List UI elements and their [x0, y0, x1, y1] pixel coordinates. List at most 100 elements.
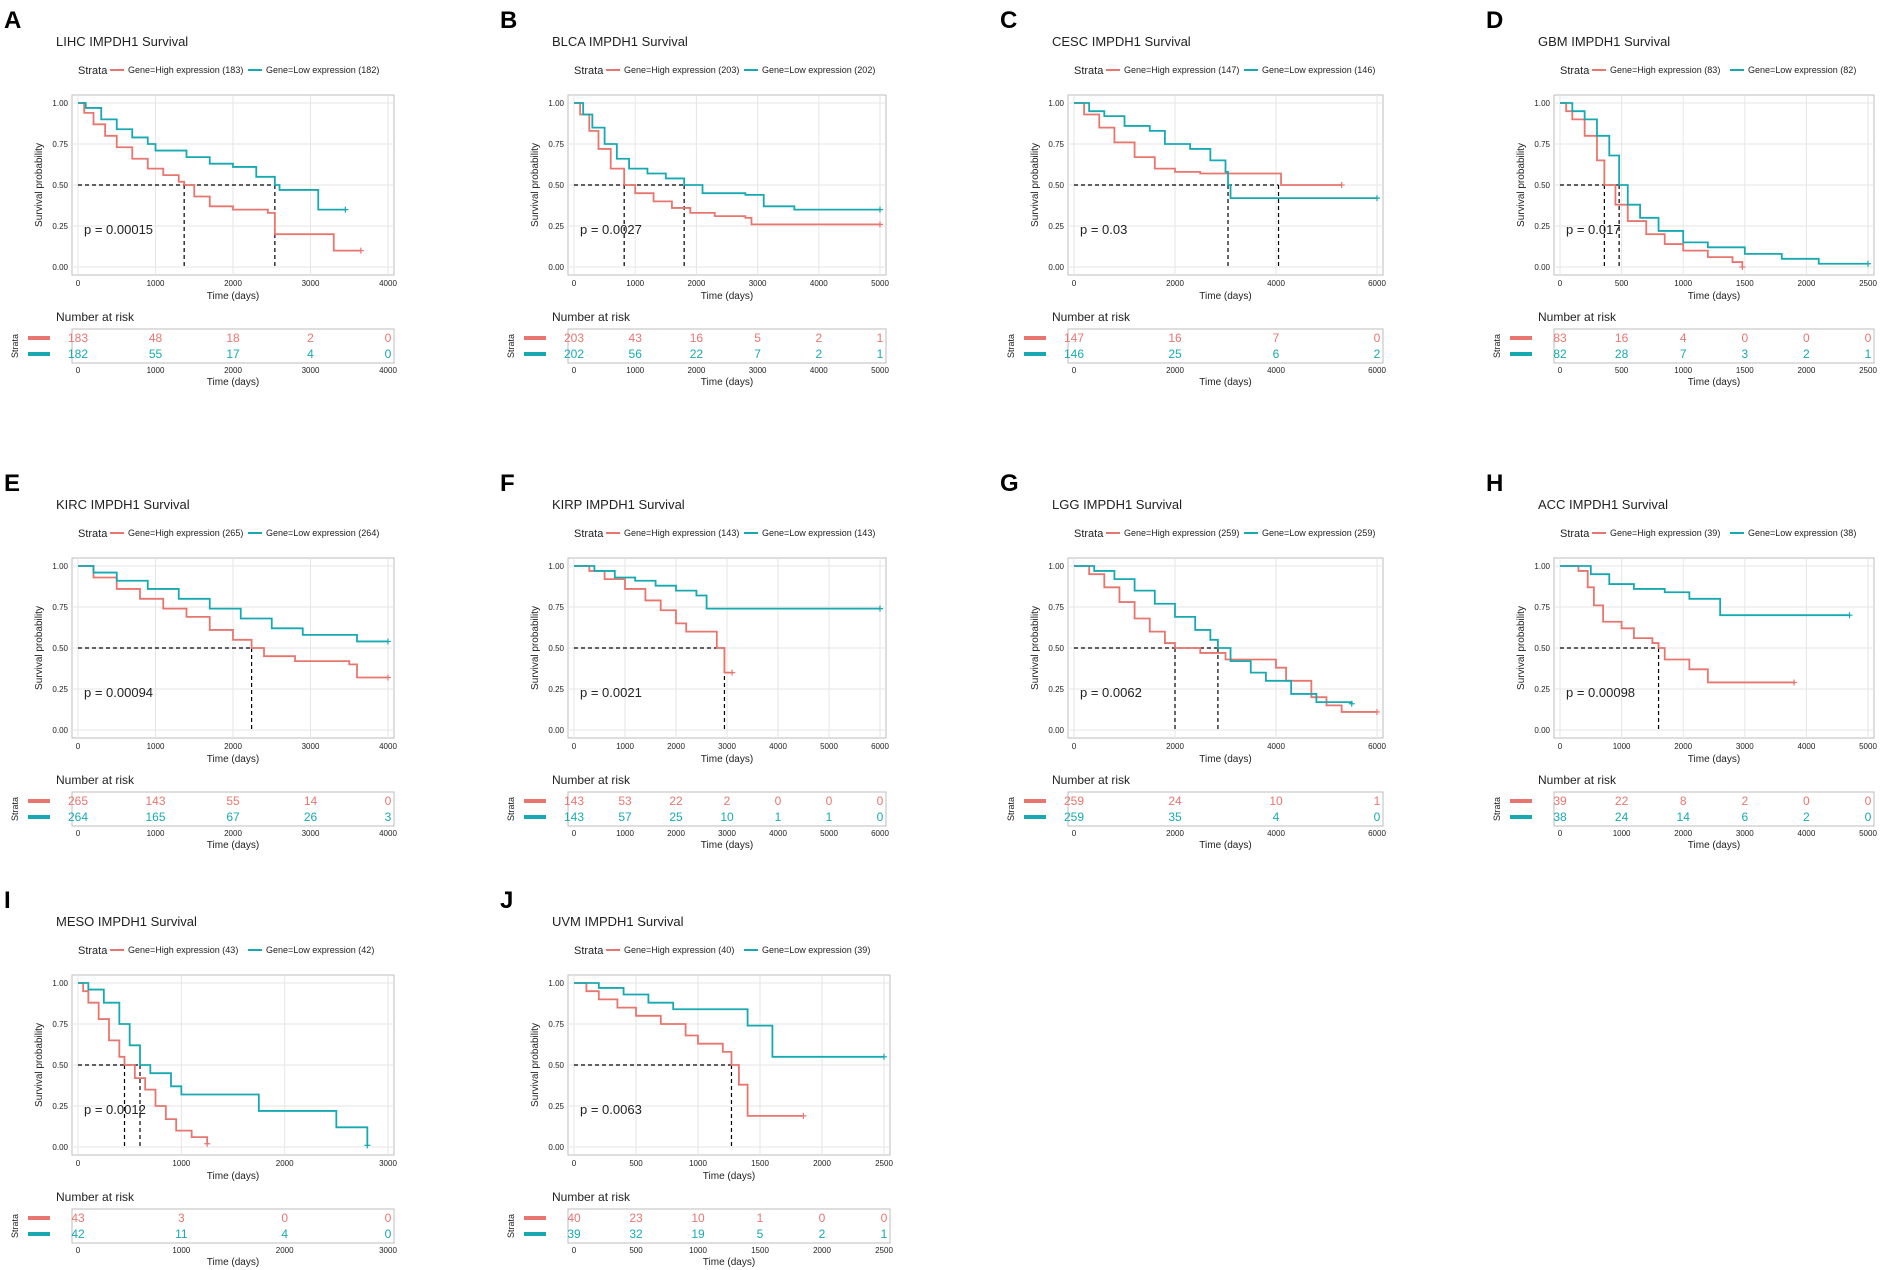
risk-low-value: 32	[629, 1227, 643, 1241]
risk-y-label: Strata	[1492, 334, 1502, 358]
risk-y-label: Strata	[506, 797, 516, 821]
panel-H: H ACC IMPDH1 Survival Strata Gene=High expr…	[1486, 470, 1877, 851]
panel-B: B BLCA IMPDH1 Survival Strata Gene=High exp…	[500, 7, 889, 388]
panel-letter: H	[1486, 470, 1503, 497]
panel-letter: B	[500, 7, 517, 34]
risk-x-tick-label: 6000	[1368, 366, 1386, 375]
risk-x-tick-label: 1000	[172, 1246, 190, 1255]
y-tick-label: 0.50	[1534, 181, 1550, 190]
risk-low-value: 3	[1741, 347, 1748, 361]
x-tick-label: 2000	[813, 1159, 831, 1168]
risk-x-tick-label: 0	[1072, 829, 1077, 838]
p-value: p = 0.0027	[580, 222, 642, 237]
x-tick-label: 4000	[769, 742, 787, 751]
risk-low-value: 10	[720, 810, 734, 824]
y-tick-label: 1.00	[1534, 562, 1550, 571]
y-tick-label: 0.75	[52, 1020, 68, 1029]
risk-high-value: 3	[178, 1211, 185, 1225]
x-tick-label: 4000	[1798, 742, 1816, 751]
risk-x-axis-label: Time (days)	[1688, 377, 1740, 388]
km-curve-high	[1074, 565, 1377, 713]
risk-table-area	[1553, 328, 1875, 364]
x-tick-label: 6000	[871, 742, 889, 751]
risk-title: Number at risk	[552, 1190, 631, 1204]
risk-high-value: 1	[877, 331, 884, 345]
y-tick-label: 1.00	[52, 979, 68, 988]
legend-title: Strata	[1074, 528, 1104, 540]
y-tick-label: 0.25	[52, 222, 68, 231]
legend-title: Strata	[574, 65, 604, 77]
risk-x-tick-label: 2000	[1798, 366, 1816, 375]
p-value: p = 0.0062	[1080, 685, 1142, 700]
panel-title: MESO IMPDH1 Survival	[56, 914, 197, 929]
x-tick-label: 500	[1615, 279, 1629, 288]
risk-y-label: Strata	[10, 334, 20, 358]
risk-x-tick-label: 2000	[1674, 829, 1692, 838]
risk-low-value: 26	[304, 810, 318, 824]
risk-x-axis-label: Time (days)	[207, 1257, 259, 1268]
risk-table-area	[71, 1208, 395, 1244]
km-curve-low	[574, 102, 880, 211]
panel-J: J UVM IMPDH1 Survival Strata Gene=High expr…	[500, 887, 893, 1268]
risk-x-tick-label: 2500	[875, 1246, 893, 1255]
risk-x-tick-label: 500	[1615, 366, 1629, 375]
risk-x-axis-label: Time (days)	[1199, 377, 1251, 388]
panel-letter: J	[500, 887, 513, 914]
censor-mark	[342, 206, 349, 213]
x-tick-label: 2000	[1166, 279, 1184, 288]
risk-x-tick-label: 2000	[276, 1246, 294, 1255]
risk-high-value: 83	[1553, 331, 1567, 345]
risk-x-tick-label: 1000	[1613, 829, 1631, 838]
y-tick-label: 0.25	[1534, 222, 1550, 231]
y-tick-label: 1.00	[1048, 99, 1064, 108]
risk-low-value: 143	[564, 810, 584, 824]
risk-low-value: 4	[1273, 810, 1280, 824]
censor-mark	[204, 1140, 211, 1147]
risk-low-value: 28	[1615, 347, 1629, 361]
risk-low-value: 146	[1064, 347, 1084, 361]
x-tick-label: 4000	[1267, 742, 1285, 751]
x-tick-label: 1000	[616, 742, 634, 751]
risk-x-tick-label: 4000	[1267, 366, 1285, 375]
km-curve-high	[1074, 102, 1342, 186]
risk-high-value: 0	[281, 1211, 288, 1225]
risk-low-value: 67	[226, 810, 240, 824]
risk-low-value: 2	[1803, 347, 1810, 361]
y-tick-label: 0.00	[52, 263, 68, 272]
risk-low-value: 56	[629, 347, 643, 361]
panel-title: CESC IMPDH1 Survival	[1052, 34, 1191, 49]
x-tick-label: 3000	[1736, 742, 1754, 751]
y-tick-label: 0.75	[1048, 603, 1064, 612]
y-tick-label: 1.00	[52, 562, 68, 571]
risk-high-value: 43	[71, 1211, 85, 1225]
risk-x-tick-label: 0	[76, 829, 81, 838]
risk-x-tick-label: 3000	[718, 829, 736, 838]
risk-title: Number at risk	[1052, 773, 1131, 787]
risk-high-value: 40	[567, 1211, 581, 1225]
panel-title: KIRC IMPDH1 Survival	[56, 497, 190, 512]
panel-A: A LIHC IMPDH1 Survival Strata Gene=High exp…	[4, 7, 397, 388]
x-tick-label: 2000	[224, 279, 242, 288]
km-curve-high	[574, 982, 804, 1117]
x-tick-label: 1000	[626, 279, 644, 288]
risk-x-tick-label: 0	[1558, 829, 1563, 838]
y-axis-label: Survival probability	[530, 606, 541, 690]
legend-low-label: Gene=Low expression (39)	[762, 945, 870, 955]
y-tick-label: 0.00	[1048, 263, 1064, 272]
y-axis-label: Survival probability	[530, 143, 541, 227]
risk-title: Number at risk	[56, 1190, 135, 1204]
risk-x-tick-label: 0	[76, 366, 81, 375]
x-tick-label: 5000	[820, 742, 838, 751]
censor-mark	[877, 221, 883, 228]
x-tick-label: 4000	[810, 279, 828, 288]
risk-high-value: 2	[815, 331, 822, 345]
x-tick-label: 3000	[749, 279, 767, 288]
risk-x-tick-label: 500	[629, 1246, 643, 1255]
risk-x-tick-label: 4000	[1798, 829, 1816, 838]
x-tick-label: 0	[1558, 279, 1563, 288]
censor-mark	[1348, 700, 1355, 707]
legend-high-label: Gene=High expression (39)	[1610, 528, 1720, 538]
risk-low-value: 2	[819, 1227, 826, 1241]
x-tick-label: 1500	[751, 1159, 769, 1168]
